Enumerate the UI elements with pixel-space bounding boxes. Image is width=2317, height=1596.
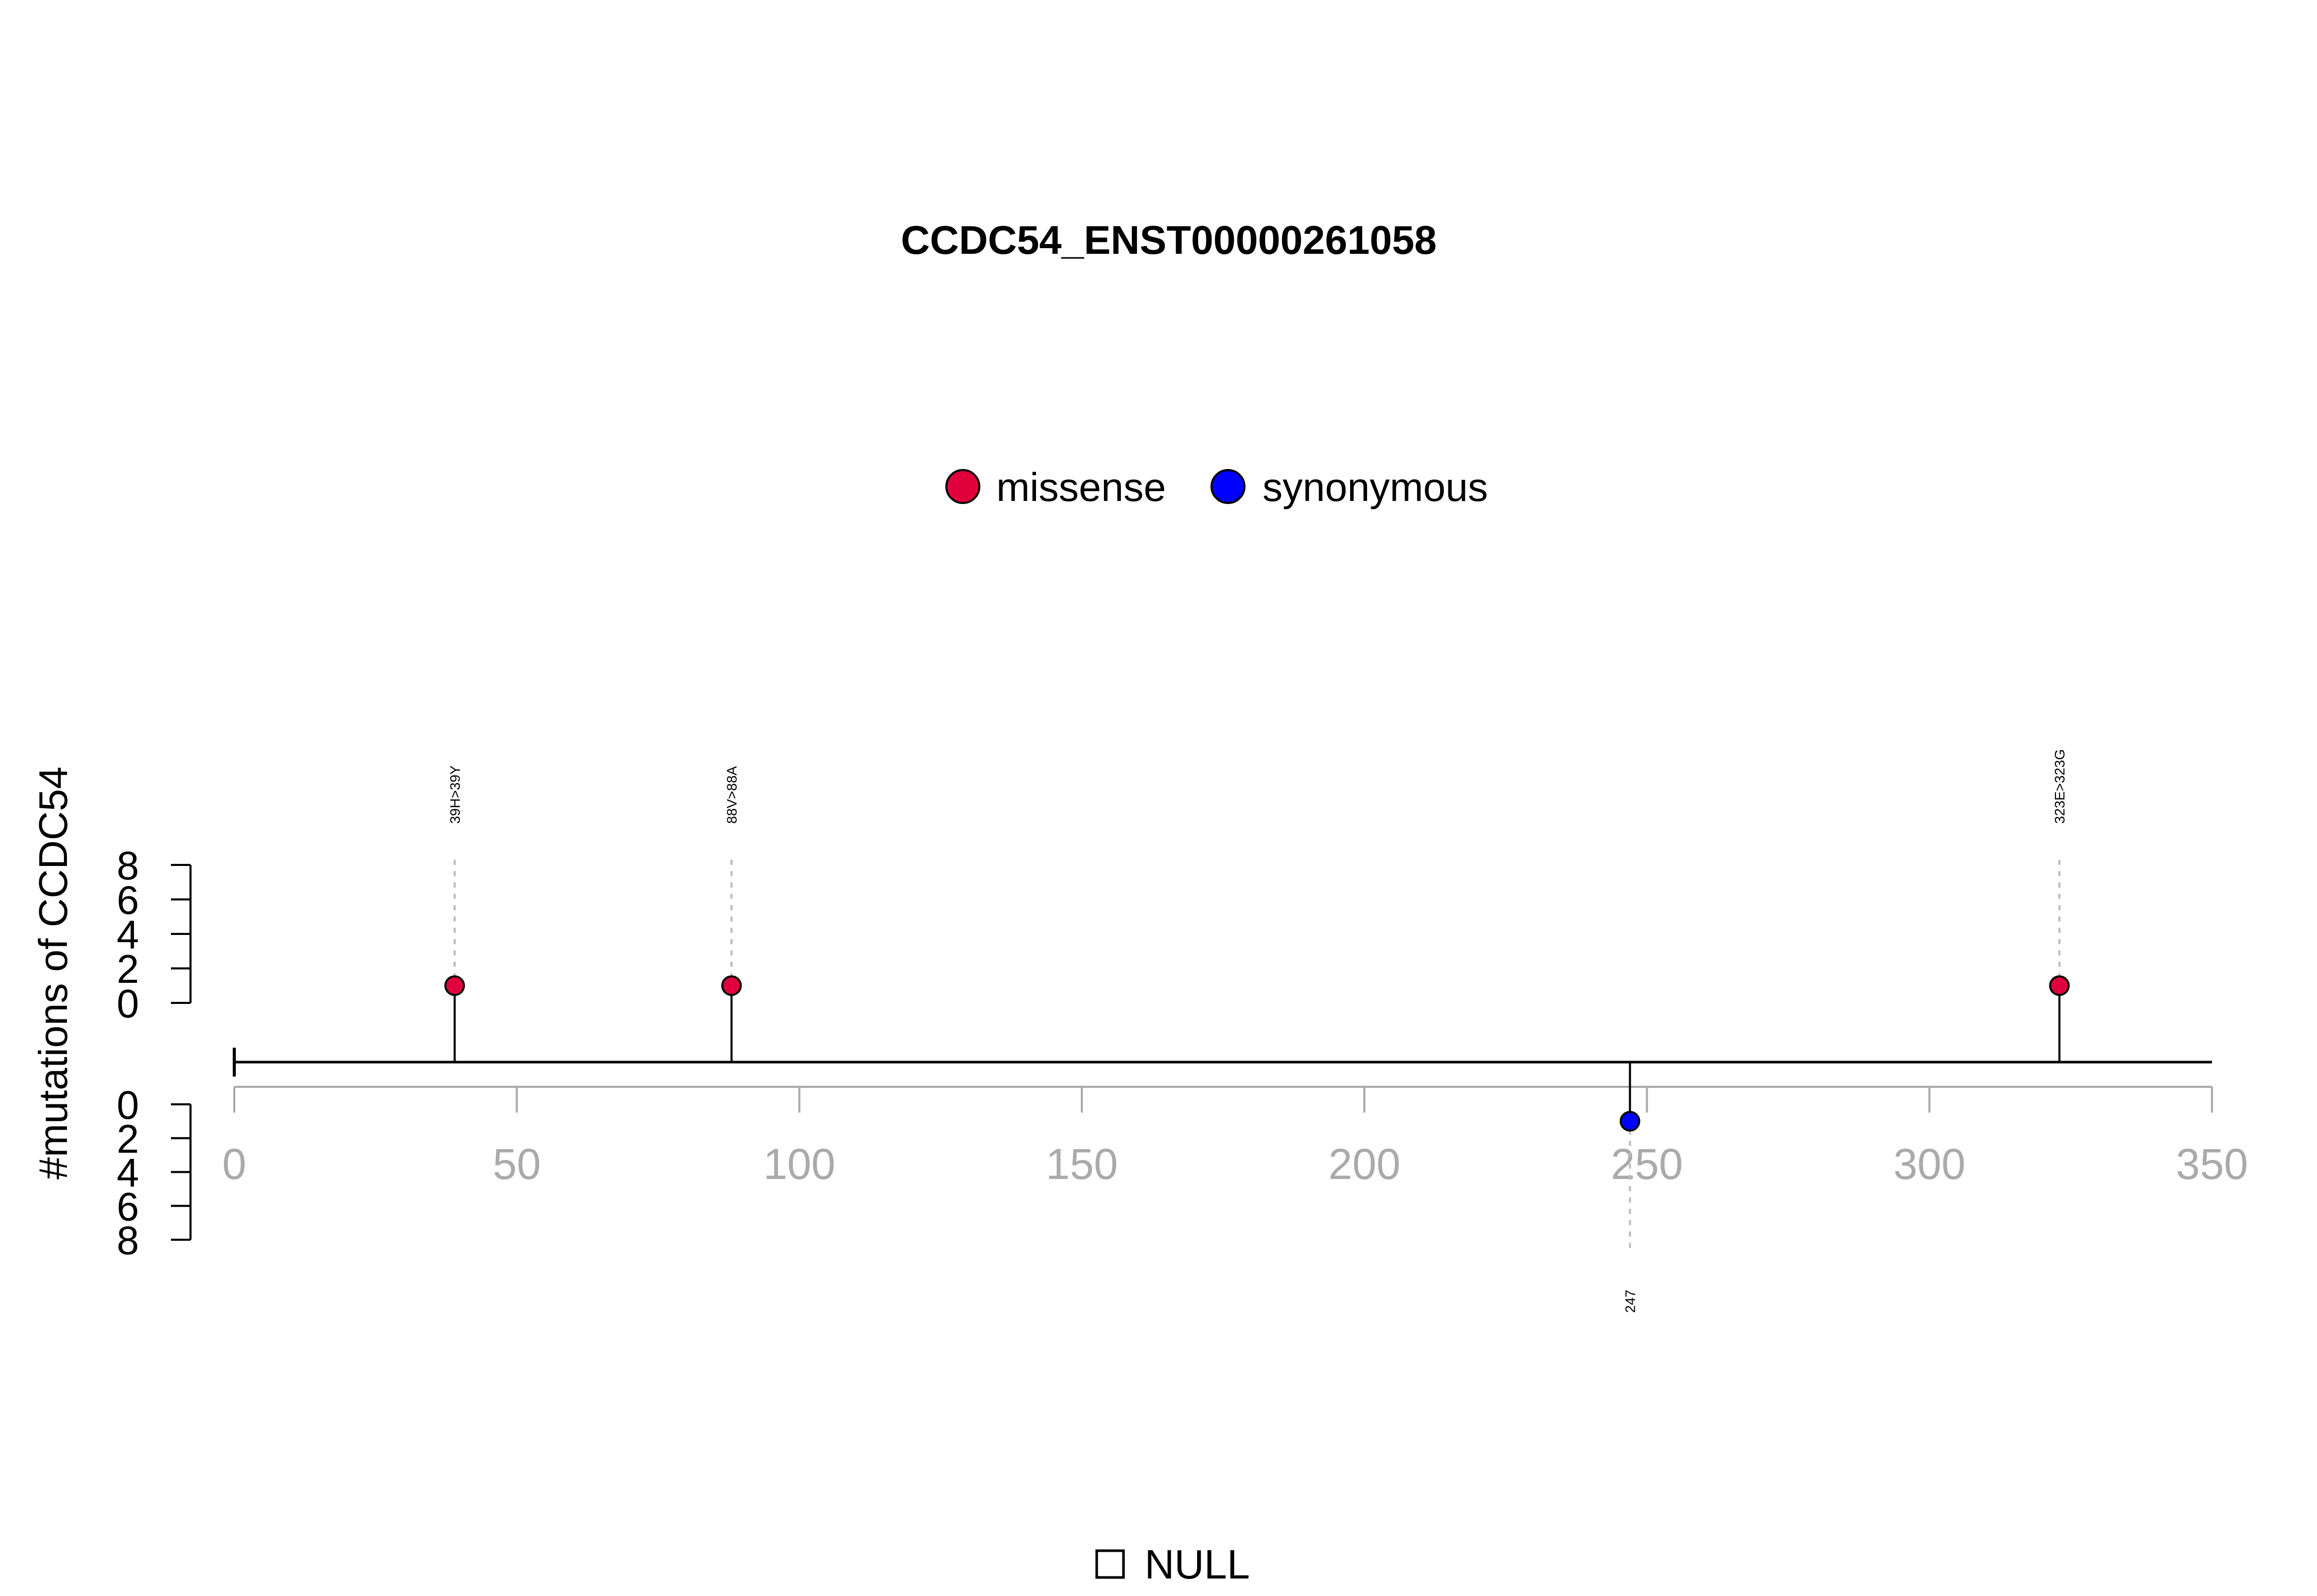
top-y-tick-label: 6 xyxy=(117,877,139,923)
mutation-head-synonymous xyxy=(1619,1111,1640,1132)
x-tick-label: 100 xyxy=(763,1140,835,1188)
top-y-tick-label: 4 xyxy=(117,912,139,957)
domain-legend-swatch xyxy=(1095,1549,1125,1579)
bottom-y-tick-label: 4 xyxy=(117,1150,139,1195)
x-axis: 0 50 100 150 200 250 300 350 xyxy=(222,1086,2248,1188)
legend-label-missense: missense xyxy=(996,464,1166,510)
chart-title: CCDC54_ENST00000261058 xyxy=(901,217,1437,263)
mutation-323: 323E>323G xyxy=(2049,749,2070,1062)
mutation-label: 39H>39Y xyxy=(447,766,463,824)
legend-label-synonymous: synonymous xyxy=(1263,464,1488,510)
legend: missense synonymous xyxy=(945,464,1488,510)
mutation-88: 88V>88A xyxy=(721,766,742,1062)
x-tick-label: 250 xyxy=(1611,1140,1683,1188)
mutation-247: 247 xyxy=(1619,1062,1640,1313)
domain-legend-label: NULL xyxy=(1145,1541,1250,1587)
top-y-tick-label: 8 xyxy=(117,843,139,888)
x-tick-label: 350 xyxy=(2176,1140,2248,1188)
top-y-tick-label: 2 xyxy=(117,946,139,992)
top-y-tick-label: 0 xyxy=(117,981,139,1026)
x-tick-label: 200 xyxy=(1328,1140,1400,1188)
mutation-head-missense xyxy=(721,975,742,996)
x-tick-label: 50 xyxy=(493,1140,541,1188)
bottom-y-tick-label: 8 xyxy=(117,1218,139,1263)
mutation-label: 88V>88A xyxy=(724,766,740,824)
mutation-label: 247 xyxy=(1623,1290,1638,1313)
x-tick-label: 300 xyxy=(1893,1140,1965,1188)
mutation-head-missense xyxy=(444,975,465,996)
legend-marker-missense xyxy=(945,469,980,504)
mutation-39: 39H>39Y xyxy=(444,766,465,1062)
legend-marker-synonymous xyxy=(1211,469,1246,504)
mutation-lollipops: 39H>39Y 88V>88A 247 323E>323G xyxy=(444,749,2070,1313)
mutation-head-missense xyxy=(2049,975,2070,996)
bottom-y-tick-label: 2 xyxy=(117,1116,139,1161)
x-tick-label: 150 xyxy=(1046,1140,1118,1188)
x-tick-label: 0 xyxy=(222,1140,247,1188)
bottom-y-tick-label: 6 xyxy=(117,1184,139,1229)
protein-backbone xyxy=(233,1048,2212,1077)
bottom-y-tick-label: 0 xyxy=(117,1082,139,1127)
y-axis-label: #mutations of CCDC54 xyxy=(30,767,76,1179)
domain-legend: NULL xyxy=(1095,1541,1250,1587)
mutation-label: 323E>323G xyxy=(2052,749,2068,824)
